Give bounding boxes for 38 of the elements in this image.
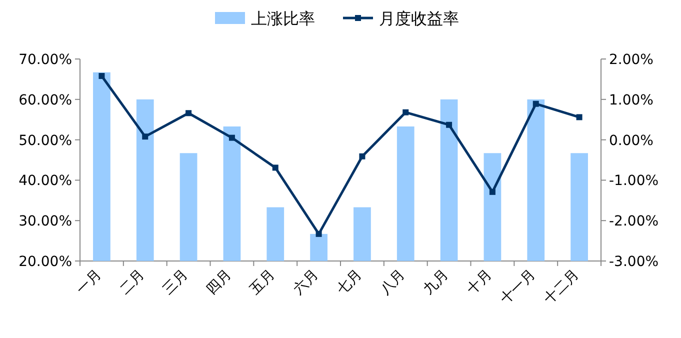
point bbox=[359, 153, 366, 160]
point bbox=[186, 110, 192, 116]
x-tick-label: 四月 bbox=[204, 266, 235, 298]
y-tick-label: 30.00% bbox=[18, 214, 72, 230]
point bbox=[576, 114, 582, 120]
y2-tick-label: -3.00% bbox=[609, 254, 659, 270]
y2-tick-label: -1.00% bbox=[609, 173, 659, 190]
y2-tick-label: 2.00% bbox=[609, 52, 654, 68]
point bbox=[446, 122, 452, 128]
x-tick-label: 一月 bbox=[73, 266, 105, 298]
x-tick-label: 十一月 bbox=[498, 266, 539, 308]
x-tick-label: 六月 bbox=[290, 266, 322, 298]
x-tick-label: 五月 bbox=[247, 266, 278, 298]
point bbox=[98, 72, 105, 79]
point bbox=[316, 230, 322, 237]
y2-tick-label: 1.00% bbox=[609, 92, 654, 108]
x-tick-label: 二月 bbox=[116, 266, 148, 298]
x-tick-label: 八月 bbox=[377, 266, 408, 298]
legend-label: 上涨比率 bbox=[251, 9, 315, 28]
x-tick-label: 九月 bbox=[420, 266, 452, 298]
point bbox=[532, 100, 539, 107]
point bbox=[272, 164, 278, 171]
y-tick-label: 20.00% bbox=[18, 254, 72, 270]
point bbox=[402, 109, 409, 116]
y-tick-label: 60.00% bbox=[18, 92, 72, 108]
y-tick-label: 70.00% bbox=[18, 52, 72, 68]
y2-tick-label: 0.00% bbox=[609, 132, 654, 149]
x-tick-label: 十月 bbox=[464, 266, 496, 298]
legend-label: 月度收益率 bbox=[379, 9, 459, 28]
x-tick-label: 七月 bbox=[334, 266, 366, 298]
y-tick-label: 40.00% bbox=[18, 173, 72, 190]
y2-tick-label: -2.00% bbox=[609, 214, 659, 230]
point bbox=[489, 188, 496, 195]
y-tick-label: 50.00% bbox=[18, 132, 72, 149]
x-tick-label: 三月 bbox=[160, 266, 192, 298]
point bbox=[142, 134, 148, 140]
x-tick-label: 十二月 bbox=[541, 266, 582, 308]
point bbox=[228, 134, 235, 141]
